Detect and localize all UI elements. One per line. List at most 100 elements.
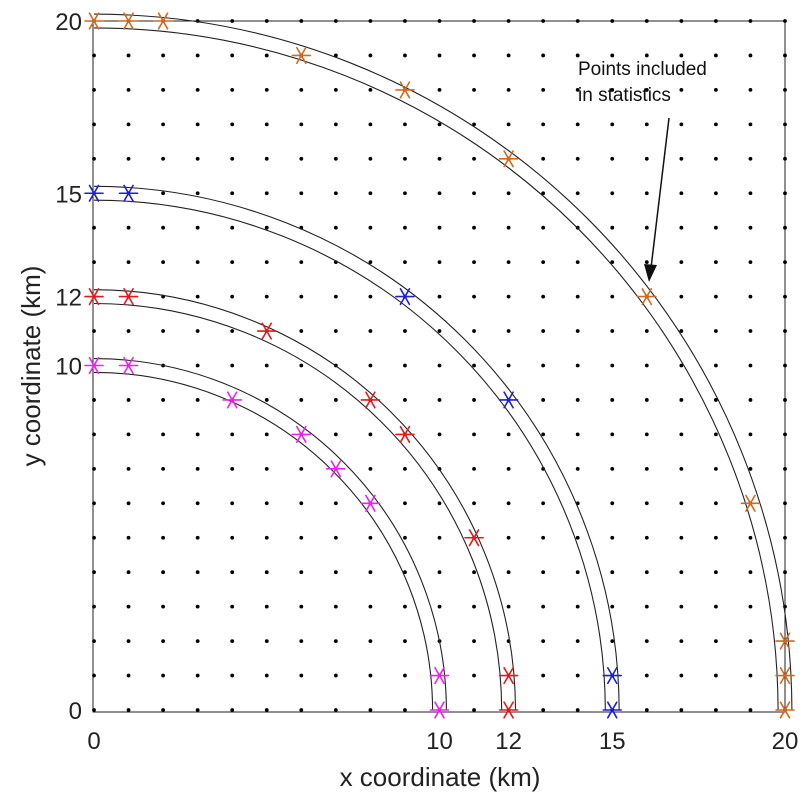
grid-dot [748,225,753,230]
grid-dot [195,88,200,92]
grid-dot [195,708,200,712]
grid-dot [714,570,718,575]
asterisk-marker [498,150,519,168]
grid-dot [748,363,753,368]
grid-dot [541,19,546,23]
grid-dot [161,604,166,609]
grid-dot [161,191,166,196]
grid-dot [333,294,338,299]
grid-dot [748,708,753,712]
annotation-line-1: Points included [578,59,707,80]
asterisk-marker [602,666,623,685]
grid-dot [714,535,718,540]
grid-dot [714,639,718,643]
grid-dot [472,398,476,402]
grid-dot [92,639,96,643]
grid-dot [368,570,373,575]
grid-dot [92,535,96,540]
grid-dot [679,432,684,437]
grid-dot [644,432,649,437]
grid-dot [783,329,787,333]
grid-dot [437,88,442,92]
grid-dot [748,191,753,196]
grid-dot [783,466,787,471]
grid-dot [679,225,684,230]
grid-dot [368,156,373,161]
grid-dot [403,570,407,575]
grid-dot [126,398,131,402]
grid-dot [437,398,442,402]
ring-arcs [93,13,793,711]
grid-dot [333,639,338,643]
grid-dot [575,260,580,265]
grid-dot [333,570,338,575]
asterisk-marker [118,356,139,375]
grid-dot [506,604,511,609]
grid-dot [230,466,235,471]
grid-dot [472,156,476,161]
grid-dot [783,501,787,506]
grid-dot [437,363,442,368]
grid-dot [126,122,131,127]
asterisk-marker [153,12,173,30]
asterisk-marker [498,391,519,409]
grid-dots [92,19,787,712]
grid-dot [506,501,511,506]
grid-dot [714,294,718,299]
grid-dot [161,122,166,127]
grid-dot [575,466,580,471]
grid-dot [264,53,269,58]
grid-dot [541,432,546,437]
grid-dot [575,329,580,333]
grid-dot [92,570,96,575]
grid-dot [472,88,476,92]
grid-dot [333,673,338,678]
grid-dot [299,329,304,333]
grid-dot [161,673,166,678]
grid-dot [403,329,407,333]
grid-dot [575,294,580,299]
grid-dot [161,466,166,471]
grid-dot [610,604,615,609]
grid-dot [264,570,269,575]
grid-dot [506,432,511,437]
grid-dot [783,53,787,58]
grid-dot [679,260,684,265]
grid-dot [506,88,511,92]
grid-dot [714,708,718,712]
grid-dot [333,191,338,196]
grid-dot [541,535,546,540]
grid-dot [541,501,546,506]
asterisk-marker [291,46,312,65]
grid-dot [264,398,269,402]
grid-dot [403,639,407,643]
grid-dot [264,260,269,265]
ring-arc-r10 [93,371,434,711]
grid-dot [679,122,684,127]
grid-dot [126,329,131,333]
grid-dot [610,225,615,230]
grid-dot [679,708,684,712]
grid-dot [264,466,269,471]
grid-dot [403,225,407,230]
grid-dot [541,363,546,368]
grid-dot [541,225,546,230]
grid-dot [472,191,476,196]
asterisk-marker [464,529,484,547]
grid-dot [610,501,615,506]
annotation-line-2: in statistics [578,85,671,106]
grid-dot [333,122,338,127]
grid-dot [230,363,235,368]
grid-dot [714,88,718,92]
grid-dot [195,156,200,161]
grid-dot [644,225,649,230]
x-tick-label: 12 [495,728,522,755]
grid-dot [644,501,649,506]
grid-dot [679,398,684,402]
grid-dot [161,501,166,506]
grid-dot [92,53,96,58]
asterisk-marker [395,425,415,443]
grid-dot [403,191,407,196]
grid-dot [644,329,649,333]
grid-dot [333,501,338,506]
